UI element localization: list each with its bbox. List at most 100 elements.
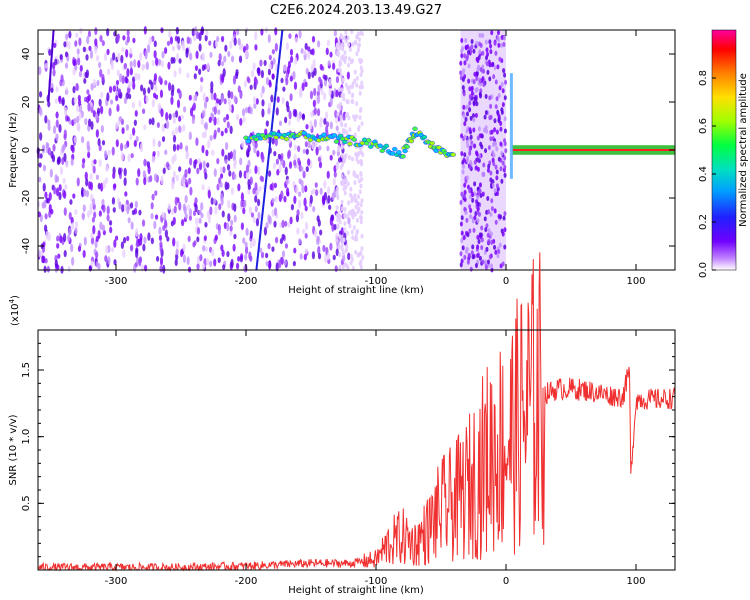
- noise-cell: [235, 262, 240, 270]
- noise-cell: [335, 89, 339, 98]
- noise-cell: [98, 159, 102, 167]
- noise-cell: [499, 141, 503, 147]
- noise-cell: [305, 166, 309, 173]
- noise-cell: [216, 117, 220, 126]
- noise-cell: [493, 208, 497, 214]
- noise-cell: [344, 38, 348, 44]
- noise-cell: [285, 179, 289, 185]
- noise-cell: [343, 154, 347, 160]
- noise-cell: [219, 166, 223, 174]
- noise-cell: [57, 253, 61, 259]
- noise-cell: [101, 73, 105, 82]
- noise-cell: [325, 47, 329, 56]
- noise-cell: [233, 37, 237, 46]
- noise-cell: [55, 119, 59, 128]
- noise-cell: [322, 92, 327, 101]
- noise-cell: [493, 244, 497, 250]
- noise-cell: [250, 69, 255, 78]
- noise-cell: [348, 223, 352, 229]
- noise-cell: [227, 50, 231, 58]
- noise-cell: [202, 160, 206, 169]
- noise-cell: [117, 88, 122, 95]
- noise-cell: [284, 166, 288, 176]
- noise-cell: [490, 240, 494, 246]
- noise-cell: [271, 246, 275, 252]
- noise-cell: [39, 132, 43, 141]
- noise-cell: [297, 145, 301, 153]
- noise-cell: [175, 248, 179, 256]
- noise-cell: [211, 149, 215, 156]
- noise-cell: [63, 129, 67, 139]
- noise-cell: [283, 195, 287, 203]
- noise-cell: [92, 225, 96, 235]
- noise-cell: [126, 205, 130, 215]
- noise-cell: [340, 55, 344, 61]
- noise-cell: [86, 140, 90, 150]
- noise-cell: [359, 172, 363, 177]
- noise-cell: [153, 220, 157, 230]
- noise-cell: [179, 142, 183, 150]
- noise-cell: [89, 49, 94, 59]
- noise-cell: [188, 177, 192, 185]
- noise-cell: [484, 148, 488, 154]
- noise-cell: [338, 219, 342, 225]
- noise-cell: [347, 252, 351, 261]
- noise-cell: [312, 188, 316, 194]
- noise-cell: [353, 180, 357, 185]
- noise-cell: [468, 127, 472, 133]
- noise-cell: [344, 184, 348, 190]
- noise-cell: [265, 120, 269, 127]
- noise-cell: [465, 56, 469, 62]
- noise-cell: [75, 82, 79, 91]
- noise-cell: [478, 182, 482, 188]
- noise-cell: [343, 190, 347, 196]
- noise-cell: [121, 127, 125, 135]
- noise-cell: [216, 36, 220, 42]
- noise-cell: [161, 211, 165, 219]
- noise-cell: [185, 47, 189, 54]
- snr-ylabel: SNR (10 * v/v): [8, 414, 19, 485]
- signal-point: [301, 130, 307, 136]
- noise-cell: [178, 58, 182, 64]
- noise-cell: [227, 98, 231, 106]
- noise-cell: [471, 254, 475, 260]
- noise-cell: [489, 211, 493, 217]
- noise-cell: [469, 134, 473, 140]
- noise-cell: [169, 36, 174, 45]
- noise-cell: [281, 233, 285, 240]
- noise-cell: [222, 166, 226, 174]
- noise-cell: [101, 199, 105, 206]
- noise-cell: [171, 208, 175, 215]
- noise-cell: [141, 219, 146, 227]
- noise-cell: [126, 235, 130, 242]
- noise-cell: [488, 95, 492, 101]
- noise-cell: [354, 152, 358, 157]
- noise-cell: [360, 215, 364, 221]
- noise-cell: [339, 101, 343, 107]
- noise-cell: [123, 62, 128, 70]
- noise-cell: [249, 240, 253, 249]
- noise-cell: [68, 227, 72, 236]
- noise-cell: [500, 81, 504, 87]
- noise-cell: [172, 216, 176, 225]
- noise-cell: [478, 211, 482, 217]
- noise-cell: [42, 164, 47, 172]
- noise-cell: [123, 177, 127, 186]
- noise-cell: [112, 85, 116, 92]
- noise-cell: [221, 210, 225, 218]
- noise-cell: [316, 108, 321, 117]
- noise-cell: [142, 170, 146, 178]
- noise-cell: [355, 82, 359, 88]
- noise-cell: [326, 170, 330, 179]
- noise-cell: [503, 95, 507, 101]
- noise-cell: [293, 153, 297, 162]
- noise-cell: [63, 190, 67, 199]
- noise-cell: [140, 264, 145, 272]
- noise-cell: [340, 243, 344, 248]
- noise-cell: [131, 209, 136, 216]
- noise-cell: [478, 188, 482, 194]
- noise-cell: [313, 229, 318, 238]
- noise-cell: [317, 219, 321, 227]
- signal-point: [412, 126, 418, 131]
